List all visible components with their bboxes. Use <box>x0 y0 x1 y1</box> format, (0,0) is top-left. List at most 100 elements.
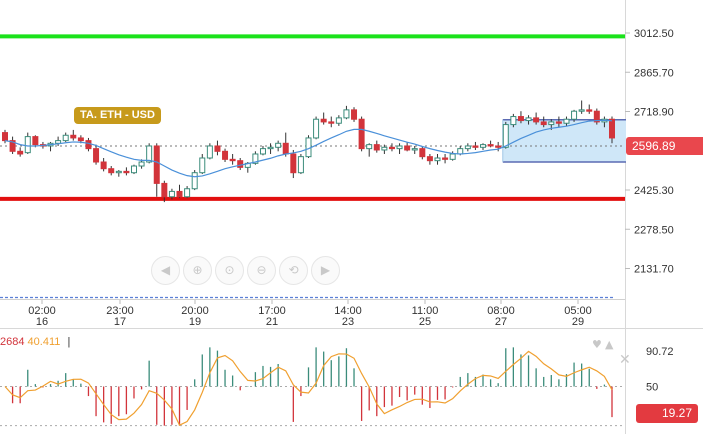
candle-body-bull <box>275 142 282 148</box>
zoom-reset-button[interactable]: ⟲ <box>279 256 308 285</box>
candle-body-bear <box>540 121 547 126</box>
candle-body-bear <box>237 160 244 168</box>
candle-body-bull <box>502 124 509 148</box>
candle-body-bear <box>517 116 524 122</box>
oscillator-tick-label: 50 <box>646 382 658 394</box>
candle <box>161 180 168 203</box>
main-plot-area[interactable] <box>0 0 625 328</box>
candle-body-bull <box>457 148 464 155</box>
candle-body-bear <box>229 158 236 162</box>
day-tick-label: 29 <box>572 316 584 328</box>
candle <box>229 153 236 165</box>
candle-body-bear <box>282 142 289 155</box>
candle <box>411 145 418 154</box>
candle <box>472 141 479 150</box>
candle <box>555 116 562 128</box>
candle-body-bear <box>472 145 479 148</box>
level-lines[interactable] <box>0 34 625 299</box>
close-panel-icon[interactable]: ✕ <box>619 352 631 368</box>
zoom-fit-button[interactable]: ⊙ <box>215 256 244 285</box>
candle-body-bear <box>358 118 365 150</box>
candle <box>328 116 335 128</box>
time-tick-label: 17:00 <box>258 305 286 317</box>
candle <box>184 186 191 199</box>
candle <box>419 145 426 160</box>
candle <box>305 135 312 158</box>
collapse-panel-icon[interactable]: ♥ <box>592 338 602 351</box>
scroll-right-button[interactable]: ▶ <box>311 256 340 285</box>
zoom-out-button[interactable]: ⊖ <box>247 256 276 285</box>
candle <box>480 143 487 150</box>
candle <box>525 115 532 125</box>
candle <box>388 143 395 152</box>
candle-body-bull <box>381 146 388 151</box>
candle-body-bear <box>93 148 100 163</box>
candle-body-bull <box>411 148 418 151</box>
candle-body-bear <box>328 121 335 124</box>
candle <box>609 116 615 144</box>
candle-body-bull <box>199 157 206 174</box>
candle-body-bear <box>32 136 39 146</box>
candle <box>199 153 206 175</box>
symbol-label[interactable]: TA. ETH - USD <box>74 107 161 124</box>
day-tick-label: 25 <box>419 316 431 328</box>
candle-body-bear <box>17 150 24 155</box>
candle-body-bull <box>313 118 320 139</box>
candle <box>434 153 441 165</box>
candle-body-bull <box>578 109 585 112</box>
candle-body-bear <box>609 118 615 139</box>
oscillator-value-tag: 19.27 <box>636 404 698 423</box>
candle-body-bear <box>108 168 115 174</box>
candle-body-bear <box>85 140 92 150</box>
candle <box>191 170 198 191</box>
candle-body-bull <box>184 188 191 198</box>
oscillator-legend-value-2: 40.411 <box>27 336 61 348</box>
price-tick-label: 2131.70 <box>634 264 674 276</box>
candle <box>320 112 327 125</box>
candle <box>176 184 183 199</box>
candle <box>259 145 266 156</box>
candle-body-bear <box>214 145 221 152</box>
reset-icon: ⟲ <box>288 263 299 277</box>
time-tick-label: 05:00 <box>564 305 592 317</box>
time-tick-label: 14:00 <box>334 305 362 317</box>
scroll-left-button[interactable]: ◀ <box>151 256 180 285</box>
candle <box>381 144 388 154</box>
zoom-in-button[interactable]: ⊕ <box>183 256 212 285</box>
candle <box>404 141 411 152</box>
move-up-icon[interactable]: ▲ <box>605 338 614 351</box>
candle <box>563 116 570 126</box>
day-tick-label: 23 <box>342 316 354 328</box>
price-tick-label: 2425.30 <box>634 185 674 197</box>
candle <box>168 188 175 200</box>
candle <box>313 116 320 140</box>
candle <box>571 109 578 122</box>
candle <box>237 157 244 171</box>
candle <box>222 148 229 163</box>
candle <box>85 137 92 152</box>
candle-body-bear <box>9 140 16 152</box>
price-tick-label: 2718.90 <box>634 107 674 119</box>
candle <box>373 140 380 153</box>
candle-body-bear <box>161 182 168 198</box>
candle-body-bull <box>138 161 145 167</box>
candle-body-bear <box>176 190 183 198</box>
candle-body-bull <box>343 109 350 119</box>
candle <box>297 153 304 175</box>
candle <box>510 113 517 128</box>
candle <box>24 132 31 154</box>
price-tick-label: 2278.50 <box>634 224 674 236</box>
price-tick-label: 3012.50 <box>634 28 674 40</box>
candle-body-bear <box>533 117 540 123</box>
zoom-out-icon: ⊖ <box>256 263 267 277</box>
oscillator-legend-value-1: 2684 <box>0 336 25 348</box>
oscillator-legend-separator: | <box>67 336 71 348</box>
candle-body-bear <box>77 137 84 142</box>
candle-body-bear <box>593 110 600 123</box>
candle-body-bear <box>404 145 411 151</box>
candle-body-bull <box>548 121 555 126</box>
candle <box>62 132 69 142</box>
candle-body-bear <box>351 109 358 120</box>
candle <box>593 108 600 125</box>
